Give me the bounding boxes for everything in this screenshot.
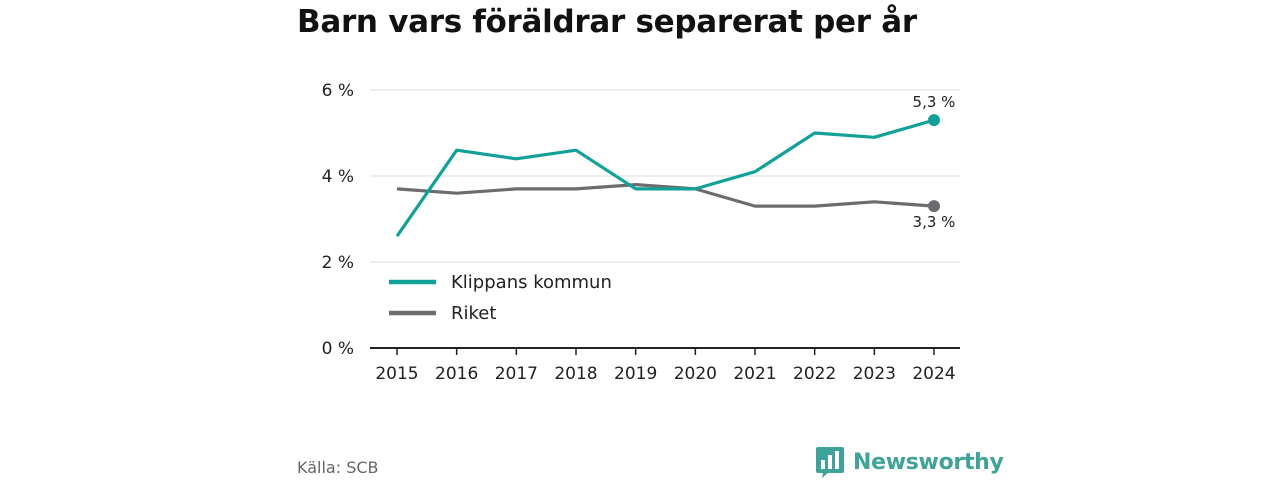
end-point-klippans-kommun [928,114,940,127]
x-tick-label: 2023 [853,364,896,384]
source-note: Källa: SCB [297,458,379,477]
end-point-riket [928,200,940,213]
end-label-riket: 3,3 % [913,213,956,231]
series-line-klippans-kommun [395,118,935,238]
legend-label: Klippans kommun [451,272,612,293]
end-labels: 5,3 % 3,3 % [913,93,956,231]
x-tick-label: 2021 [733,364,776,384]
x-tick-label: 2016 [435,364,478,384]
chart-title: Barn vars föräldrar separerat per år [297,4,917,40]
y-axis-ticks: 0 % 2 % 4 % 6 % [322,81,354,359]
x-tick-label: 2022 [793,364,836,384]
brand-name: Newsworthy [853,449,1004,475]
legend: Klippans kommun Riket [389,272,612,324]
y-tick-label: 0 % [322,339,354,359]
y-tick-label: 4 % [322,167,354,187]
x-tick-label: 2017 [495,364,538,384]
series-lines [395,114,940,238]
x-axis: 2015 2016 2017 2018 2019 2020 2021 2022 2023 2024 [370,347,960,384]
bar-chart-speech-icon [816,447,844,478]
x-tick-label: 2015 [375,364,418,384]
x-tick-label: 2024 [912,364,955,384]
series-line-riket [396,183,935,208]
line-chart: 0 % 2 % 4 % 6 % 2015 2016 2017 2018 2019 2020 202… [322,81,960,384]
y-tick-label: 6 % [322,81,354,101]
x-tick-label: 2020 [674,364,717,384]
x-tick-label: 2019 [614,364,657,384]
gridlines [370,89,960,263]
brand-logo: Newsworthy [815,446,1004,478]
y-tick-label: 2 % [322,253,354,273]
legend-label: Riket [451,303,496,324]
x-tick-label: 2018 [554,364,597,384]
end-label-klippans-kommun: 5,3 % [913,93,956,111]
